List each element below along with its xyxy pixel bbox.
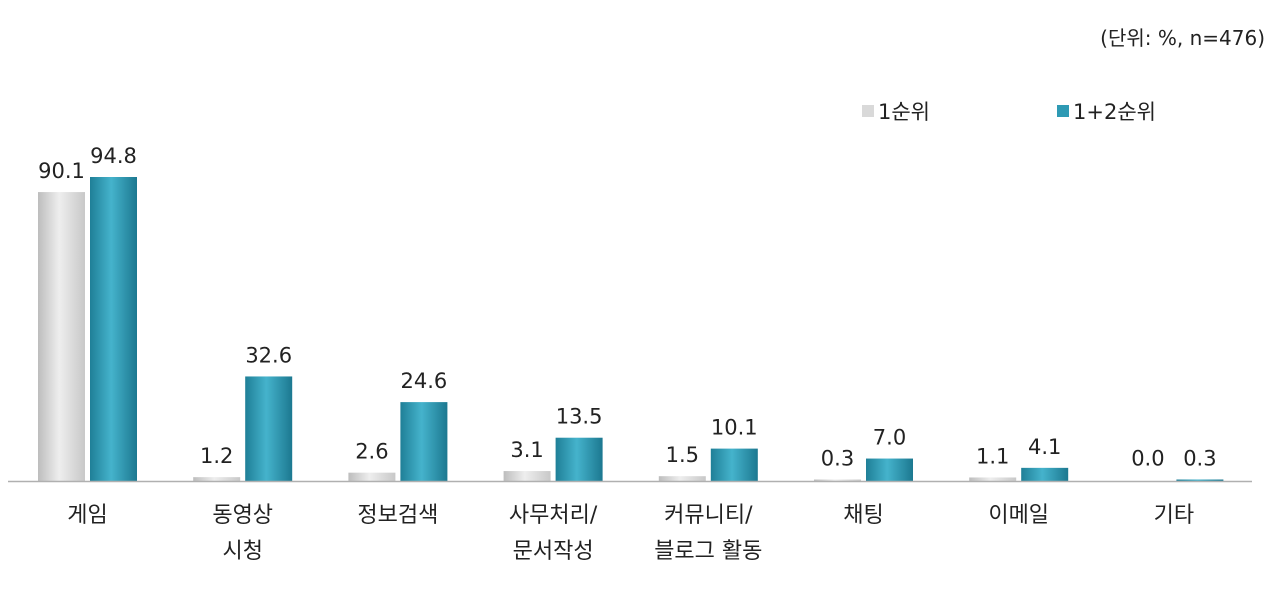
legend-swatch-first-rank (862, 105, 874, 117)
category-label-4: 커뮤니티/ (664, 503, 753, 528)
category-label-3: 사무처리/ (509, 503, 598, 528)
category-label-5: 채팅 (843, 503, 883, 528)
legend-label-first-rank: 1순위 (878, 100, 931, 124)
bar-first-second-rank-2 (400, 402, 448, 481)
value-label-first-second-rank-5: 7.0 (873, 426, 906, 450)
value-label-first-rank-6: 1.1 (976, 444, 1009, 468)
bar-first-second-rank-5 (866, 458, 913, 481)
legend-label-first-second-rank: 1+2순위 (1073, 100, 1156, 124)
bar-first-rank-5 (814, 479, 861, 481)
legend-item-first-rank: 1순위 (862, 96, 930, 126)
legend-swatch-first-second-rank (1057, 105, 1069, 117)
bar-first-rank-6 (969, 477, 1017, 481)
value-label-first-rank-4: 1.5 (666, 443, 699, 467)
bar-first-second-rank-6 (1021, 467, 1069, 481)
category-label-6: 이메일 (988, 503, 1049, 528)
value-label-first-rank-2: 2.6 (355, 440, 388, 464)
category-label-4-line2: 블로그 활동 (654, 539, 762, 564)
value-label-first-second-rank-4: 10.1 (711, 416, 758, 440)
bar-first-rank-1 (193, 477, 241, 481)
category-label-1: 동영상 (212, 503, 273, 528)
value-label-first-rank-1: 1.2 (200, 444, 233, 468)
value-label-first-second-rank-6: 4.1 (1028, 435, 1061, 459)
value-label-first-second-rank-2: 24.6 (401, 369, 448, 393)
category-label-1-line2: 시청 (222, 539, 262, 564)
bar-first-rank-3 (503, 471, 551, 481)
value-label-first-second-rank-7: 0.3 (1183, 447, 1216, 471)
bar-first-second-rank-4 (710, 448, 758, 481)
category-label-2: 정보검색 (357, 503, 438, 528)
bar-first-second-rank-1 (245, 376, 293, 481)
category-label-0: 게임 (67, 503, 107, 528)
category-label-3-line2: 문서작성 (513, 539, 594, 564)
bar-first-second-rank-0 (90, 177, 137, 481)
value-label-first-rank-3: 3.1 (510, 438, 543, 462)
bar-first-second-rank-7 (1176, 479, 1224, 481)
value-label-first-rank-0: 90.1 (38, 159, 85, 183)
bar-first-rank-4 (658, 476, 706, 481)
value-label-first-rank-7: 0.0 (1131, 447, 1164, 471)
value-label-first-second-rank-0: 94.8 (90, 144, 137, 168)
unit-note: (단위: %, n=476) (1100, 26, 1265, 50)
bar-first-second-rank-3 (555, 437, 603, 481)
bar-first-rank-0 (38, 192, 85, 482)
bar-first-rank-2 (348, 472, 396, 481)
legend-item-first-second-rank: 1+2순위 (1057, 96, 1156, 126)
value-label-first-second-rank-1: 32.6 (245, 343, 292, 367)
category-label-7: 기타 (1154, 503, 1194, 528)
value-label-first-rank-5: 0.3 (821, 447, 854, 471)
value-label-first-second-rank-3: 13.5 (556, 405, 603, 429)
